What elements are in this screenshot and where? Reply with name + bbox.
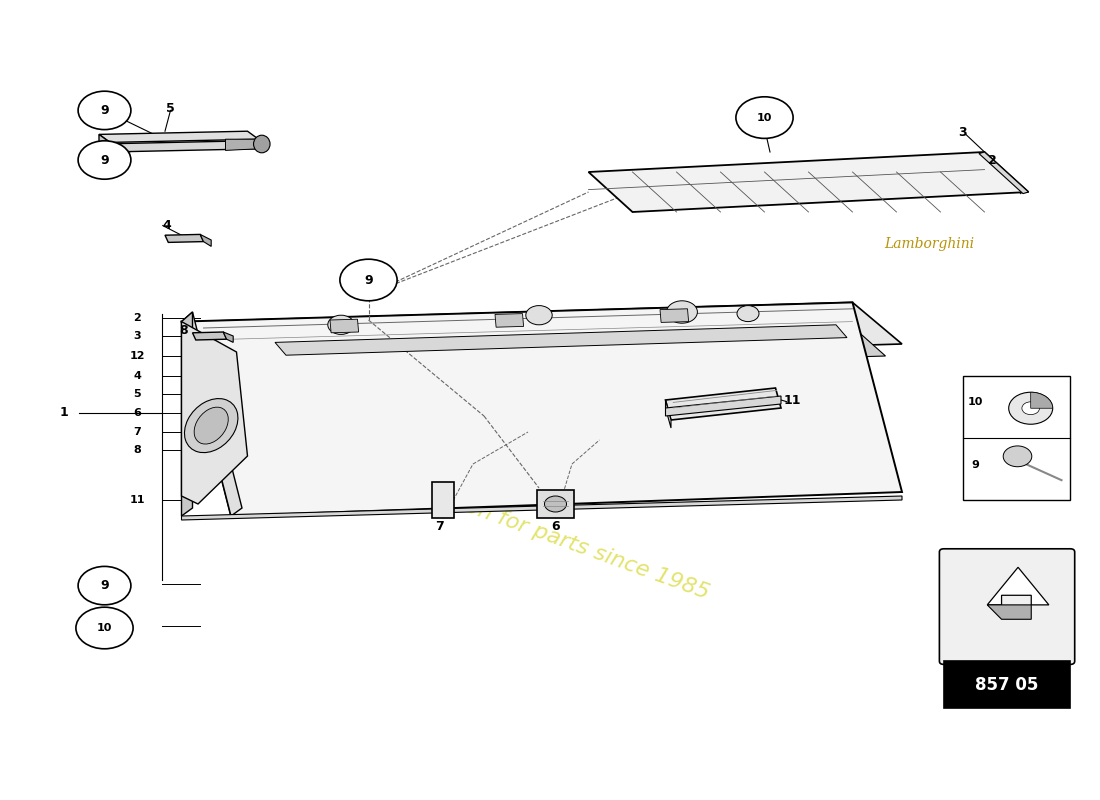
Text: europarts: europarts	[196, 361, 640, 439]
Text: Lamborghini: Lamborghini	[884, 237, 975, 251]
Circle shape	[1009, 392, 1053, 424]
Text: 8: 8	[133, 446, 142, 455]
Text: 11: 11	[130, 495, 145, 505]
FancyBboxPatch shape	[939, 549, 1075, 664]
Circle shape	[737, 306, 759, 322]
Polygon shape	[275, 325, 847, 355]
Polygon shape	[988, 605, 1032, 619]
Text: 4: 4	[163, 219, 172, 232]
Polygon shape	[223, 332, 233, 342]
Polygon shape	[330, 319, 359, 333]
Text: 3: 3	[958, 126, 967, 138]
Polygon shape	[182, 496, 902, 520]
Polygon shape	[182, 302, 902, 516]
Text: 3: 3	[134, 331, 141, 341]
Text: 4: 4	[133, 371, 142, 381]
Circle shape	[76, 607, 133, 649]
Circle shape	[1022, 402, 1040, 414]
Wedge shape	[1031, 392, 1053, 408]
Circle shape	[78, 91, 131, 130]
Text: 6: 6	[133, 408, 142, 418]
Polygon shape	[537, 490, 574, 518]
Polygon shape	[979, 152, 1028, 194]
Polygon shape	[99, 131, 258, 142]
Text: 12: 12	[130, 351, 145, 361]
Polygon shape	[666, 396, 781, 416]
Text: 6: 6	[551, 520, 560, 533]
Polygon shape	[182, 312, 192, 516]
Circle shape	[1003, 446, 1032, 466]
Circle shape	[526, 306, 552, 325]
FancyBboxPatch shape	[962, 376, 1070, 500]
Text: 11: 11	[783, 394, 801, 406]
Polygon shape	[495, 314, 524, 327]
Circle shape	[328, 315, 354, 334]
Text: 9: 9	[100, 104, 109, 117]
Polygon shape	[226, 139, 258, 150]
Polygon shape	[666, 388, 781, 420]
Text: 9: 9	[100, 154, 109, 166]
Ellipse shape	[253, 135, 271, 153]
Polygon shape	[200, 234, 211, 246]
Polygon shape	[588, 152, 1028, 212]
Text: 10: 10	[968, 397, 983, 407]
Polygon shape	[988, 567, 1048, 605]
Circle shape	[78, 566, 131, 605]
Polygon shape	[660, 309, 689, 322]
Text: 7: 7	[133, 427, 142, 437]
Text: 9: 9	[364, 274, 373, 286]
Polygon shape	[214, 317, 886, 375]
Polygon shape	[165, 234, 204, 242]
Polygon shape	[432, 482, 454, 518]
Polygon shape	[192, 332, 227, 340]
Text: 857 05: 857 05	[976, 675, 1038, 694]
Text: 8: 8	[179, 324, 188, 337]
Polygon shape	[182, 312, 242, 516]
Text: 5: 5	[134, 390, 141, 399]
Circle shape	[78, 141, 131, 179]
Circle shape	[340, 259, 397, 301]
Circle shape	[544, 496, 566, 512]
Text: 2: 2	[988, 154, 997, 166]
Text: 5: 5	[166, 102, 175, 114]
Polygon shape	[99, 141, 258, 152]
Polygon shape	[666, 400, 671, 428]
Polygon shape	[99, 134, 110, 152]
Polygon shape	[192, 302, 902, 363]
Polygon shape	[182, 322, 248, 504]
Ellipse shape	[194, 407, 229, 444]
Text: 1: 1	[59, 406, 68, 419]
Circle shape	[667, 301, 697, 323]
Text: a passion for parts since 1985: a passion for parts since 1985	[388, 469, 712, 603]
Text: 7: 7	[436, 520, 444, 533]
Text: 10: 10	[757, 113, 772, 122]
Text: 10: 10	[97, 623, 112, 633]
Text: 9: 9	[100, 579, 109, 592]
Text: 2: 2	[133, 314, 142, 323]
Circle shape	[736, 97, 793, 138]
FancyBboxPatch shape	[944, 661, 1070, 708]
Text: 9: 9	[971, 460, 980, 470]
Ellipse shape	[185, 398, 238, 453]
